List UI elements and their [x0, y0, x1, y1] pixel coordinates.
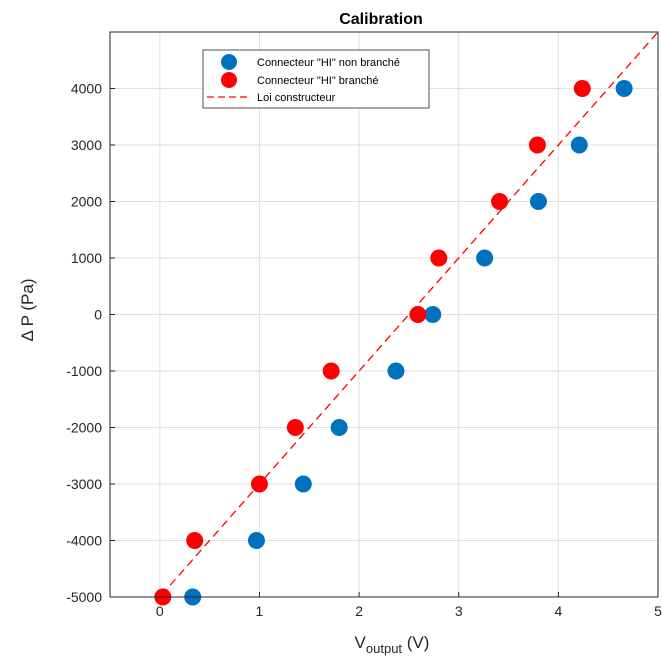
chart-title: Calibration — [339, 11, 423, 28]
point-not-connected — [294, 475, 312, 493]
x-axis-label-unit: (V) — [402, 633, 429, 652]
legend-marker-red — [221, 72, 237, 88]
y-axis-label: Δ P (Pa) — [18, 278, 37, 341]
legend-label-connected: Connecteur "HI" branché — [257, 75, 379, 87]
x-axis-label: Voutput (V) — [355, 633, 430, 656]
legend-label-not-connected: Connecteur "HI" non branché — [257, 57, 400, 69]
point-connected — [322, 362, 340, 380]
point-not-connected — [387, 362, 405, 380]
y-tick-label: 2000 — [71, 194, 102, 210]
point-not-connected — [247, 532, 265, 549]
x-tick-labels: 0 1 2 3 4 5 — [156, 603, 662, 619]
x-tick-label: 5 — [654, 603, 662, 619]
y-tick-label: 3000 — [71, 137, 102, 153]
legend-marker-blue — [221, 54, 237, 70]
x-axis-label-sub: output — [366, 641, 403, 656]
legend-box — [202, 49, 430, 109]
plot-border — [109, 31, 659, 598]
y-tick-label: -3000 — [66, 476, 102, 492]
y-tick-label: 1000 — [71, 250, 102, 266]
x-tick-label: 2 — [355, 603, 363, 619]
point-not-connected — [529, 193, 547, 210]
x-tick-label: 0 — [156, 603, 164, 619]
x-tick-label: 1 — [256, 603, 264, 619]
point-connected — [430, 249, 448, 267]
y-tick-label: -4000 — [66, 533, 102, 549]
reference-line-group — [158, 32, 658, 597]
y-tick-label: -2000 — [66, 420, 102, 436]
y-tick-labels: -5000 -4000 -3000 -2000 -1000 0 1000 2000 3000 40… — [66, 81, 102, 606]
legend: Connecteur "HI" non branché Connecteur "… — [202, 49, 430, 109]
point-not-connected — [615, 80, 633, 97]
y-tick-label: 4000 — [71, 81, 102, 97]
point-connected — [286, 419, 304, 436]
y-tick-label: -1000 — [66, 363, 102, 379]
y-tick-label: 0 — [94, 307, 102, 323]
manufacturer-law-line — [158, 32, 658, 597]
point-connected — [528, 136, 546, 154]
data-points-group — [154, 80, 633, 606]
y-tick-label: -5000 — [66, 589, 102, 605]
point-not-connected — [330, 419, 348, 436]
point-not-connected — [476, 249, 494, 267]
point-connected — [186, 532, 204, 549]
point-connected — [409, 306, 427, 323]
point-connected — [250, 475, 268, 493]
x-axis-label-main: V — [355, 633, 367, 652]
legend-label-manufacturer-law: Loi constructeur — [257, 92, 336, 104]
x-tick-label: 3 — [455, 603, 463, 619]
point-connected — [491, 193, 509, 210]
point-not-connected — [570, 136, 588, 154]
point-not-connected — [424, 306, 442, 323]
point-connected — [573, 80, 591, 97]
x-tick-label: 4 — [554, 603, 562, 619]
